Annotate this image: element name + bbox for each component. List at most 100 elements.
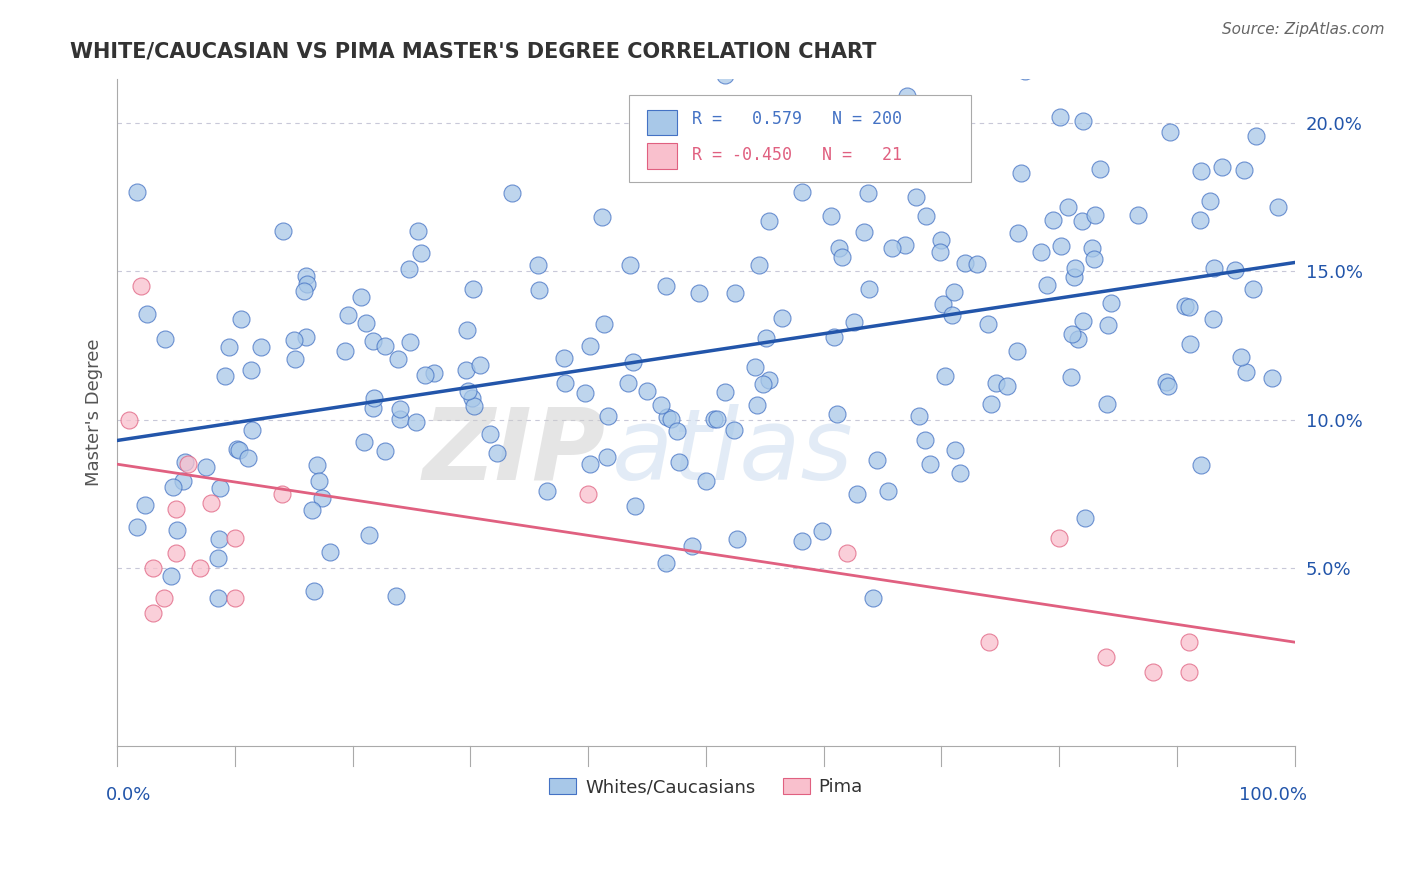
Y-axis label: Master's Degree: Master's Degree (86, 339, 103, 486)
Point (852, 225, 875, 239)
Point (977, 317, 1000, 331)
Point (461, 392, 484, 406)
Point (1029, 245, 1052, 260)
Point (1174, 299, 1197, 313)
Point (1244, 129, 1267, 144)
Point (845, 487, 868, 501)
Point (292, 284, 315, 298)
Point (889, 51, 911, 65)
Point (924, 140, 946, 154)
Point (229, 312, 252, 326)
Point (655, 278, 678, 293)
Point (271, 487, 294, 501)
Point (1199, 194, 1222, 209)
Point (790, 185, 813, 199)
Point (1156, 379, 1178, 393)
Point (294, 268, 316, 283)
Point (1241, 282, 1264, 296)
Point (224, 591, 246, 605)
Point (636, 384, 658, 399)
Point (758, 214, 780, 228)
Point (688, 285, 710, 300)
Point (527, 284, 550, 298)
Point (837, 546, 859, 560)
Point (1229, 350, 1251, 364)
Point (228, 442, 250, 457)
Point (945, 442, 967, 457)
Point (405, 415, 427, 429)
Point (880, 241, 903, 255)
Point (271, 224, 294, 238)
Point (1047, 532, 1070, 546)
Point (576, 487, 599, 501)
Point (1063, 261, 1085, 276)
Point (1070, 213, 1092, 227)
Point (1189, 213, 1212, 227)
Point (406, 224, 429, 238)
Point (174, 455, 197, 469)
Point (165, 546, 187, 560)
Point (363, 391, 385, 405)
Point (1014, 64, 1036, 78)
Point (218, 340, 240, 354)
Point (188, 561, 211, 575)
Point (668, 455, 690, 469)
Point (284, 351, 307, 366)
Point (1063, 269, 1085, 284)
Point (831, 250, 853, 264)
Point (1067, 332, 1090, 346)
Point (357, 528, 380, 542)
Point (918, 458, 941, 472)
Point (387, 351, 409, 366)
Point (141, 561, 163, 575)
Legend: Whites/Caucasians, Pima: Whites/Caucasians, Pima (541, 771, 870, 804)
Point (574, 386, 596, 401)
Point (207, 533, 229, 547)
Point (896, 88, 918, 103)
Point (1211, 161, 1233, 175)
Point (209, 481, 232, 495)
Point (1142, 665, 1164, 679)
Point (166, 523, 188, 537)
Point (162, 480, 184, 494)
Text: 0.0%: 0.0% (105, 786, 150, 804)
Point (224, 532, 246, 546)
Point (621, 354, 644, 368)
Point (1189, 458, 1212, 473)
Point (862, 591, 884, 605)
Point (478, 427, 501, 442)
Point (744, 359, 766, 374)
Point (1010, 166, 1032, 180)
Point (1097, 318, 1119, 333)
Point (661, 411, 683, 425)
Point (966, 257, 988, 271)
Point (297, 277, 319, 292)
Point (349, 290, 371, 304)
Point (333, 343, 356, 358)
Point (1178, 635, 1201, 649)
Point (389, 412, 412, 426)
Point (1062, 326, 1084, 341)
Point (579, 339, 602, 353)
Point (172, 474, 194, 488)
Point (714, 68, 737, 82)
Point (239, 363, 262, 377)
Text: atlas: atlas (612, 404, 853, 500)
Point (177, 457, 200, 471)
Point (650, 398, 672, 412)
Point (399, 335, 422, 350)
Point (593, 317, 616, 331)
Text: ZIP: ZIP (423, 404, 606, 500)
Point (1042, 213, 1064, 227)
Text: 100.0%: 100.0% (1239, 786, 1306, 804)
Point (1049, 110, 1071, 124)
Point (1099, 296, 1122, 310)
Point (1088, 161, 1111, 176)
Point (238, 450, 260, 465)
Point (361, 401, 384, 416)
Point (422, 367, 444, 381)
Point (134, 498, 156, 512)
Point (980, 397, 1002, 411)
Point (374, 443, 396, 458)
Point (527, 258, 550, 272)
